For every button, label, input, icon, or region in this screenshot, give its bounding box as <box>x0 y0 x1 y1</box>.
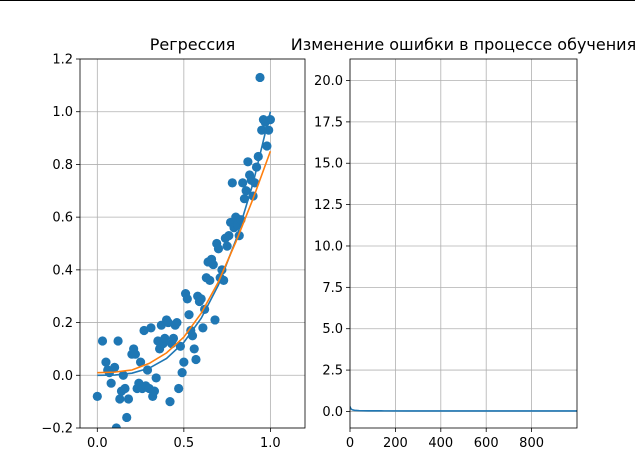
y-tick-label: 7.5 <box>322 281 343 296</box>
scatter-point <box>205 275 215 285</box>
y-tick-label: 0.2 <box>52 316 73 331</box>
scatter-point <box>177 368 187 378</box>
scatter-point <box>146 323 156 333</box>
x-tick-label: 200 <box>383 436 408 451</box>
y-tick-label: 0.4 <box>52 263 73 278</box>
y-tick-label: −0.2 <box>41 422 73 437</box>
x-tick-label: 400 <box>428 436 453 451</box>
scatter-point <box>238 178 248 188</box>
scatter-point <box>174 383 184 394</box>
x-tick-label: 0.5 <box>174 436 195 451</box>
scatter-point <box>106 378 116 388</box>
scatter-point <box>101 357 111 367</box>
loss-chart-title: Изменение ошибки в процессе обучения <box>291 35 635 54</box>
scatter-point <box>241 186 251 196</box>
plot-area <box>92 72 275 428</box>
scatter-point <box>151 373 161 383</box>
scatter-point <box>113 336 123 346</box>
y-tick-label: 2.5 <box>322 364 343 379</box>
y-tick-label: 0.0 <box>52 369 73 384</box>
scatter-point <box>92 391 102 401</box>
scatter-point <box>118 370 128 380</box>
scatter-point <box>115 394 125 404</box>
x-tick-label: 0 <box>346 436 354 451</box>
scatter-point <box>262 141 272 151</box>
fit-curve-line <box>97 150 272 374</box>
scatter-point <box>139 325 149 336</box>
scatter-point <box>179 357 189 367</box>
x-tick-label: 600 <box>474 436 499 451</box>
scatter-point <box>222 241 232 251</box>
regression-chart-title: Регрессия <box>150 35 236 54</box>
loss-grid <box>349 59 577 428</box>
y-tick-label: 20.0 <box>314 74 343 89</box>
scatter-point <box>135 357 146 367</box>
y-tick-label: 1.2 <box>52 53 73 68</box>
loss-series <box>350 406 577 412</box>
regression-chart: Регрессия 0.0 0.5 1.0 −0.2 0.0 0.2 0.4 0.6 0.8 1.… <box>41 35 306 452</box>
scatter-point <box>149 386 160 396</box>
scatter-point <box>97 336 108 346</box>
scatter-point <box>182 294 192 304</box>
figure-top-border <box>0 0 635 1</box>
y-tick-label: 0.0 <box>322 405 343 420</box>
scatter-point <box>213 244 224 254</box>
scatter-point <box>111 423 121 428</box>
scatter-point <box>168 333 179 343</box>
scatter-point <box>122 412 132 423</box>
regression-axes-frame <box>79 58 306 429</box>
scatter-point <box>198 323 208 333</box>
scatter-point <box>160 333 170 343</box>
y-tick-label: 1.0 <box>52 105 73 120</box>
y-tick-label: 17.5 <box>314 115 343 130</box>
scatter-point <box>189 344 199 354</box>
scatter-point <box>243 157 253 167</box>
scatter-point <box>120 383 130 394</box>
true-curve-line <box>97 111 272 377</box>
loss-line <box>350 406 577 412</box>
y-tick-label: 15.0 <box>314 157 343 172</box>
x-tick-label: 0.0 <box>87 436 108 451</box>
scatter-point <box>208 259 218 270</box>
scatter-point <box>196 294 206 304</box>
scatter-point <box>224 230 234 241</box>
scatter-point <box>110 362 120 372</box>
plot-area <box>350 406 577 412</box>
scatter-point <box>239 194 250 204</box>
scatter-point <box>210 315 220 325</box>
loss-axes-frame <box>349 58 578 429</box>
y-tick-label: 0.8 <box>52 158 73 173</box>
scatter-point <box>163 317 173 328</box>
scatter-point <box>172 317 182 328</box>
scatter-point <box>130 349 140 359</box>
y-tick-label: 0.6 <box>52 211 73 226</box>
regression-series <box>92 72 275 428</box>
scatter-point <box>184 310 194 320</box>
scatter-point <box>191 354 201 365</box>
scatter-point <box>123 394 134 404</box>
loss-ticks: 0 200 400 600 800 0.0 2.5 5.0 7.5 10.0 12.5 15.0 17.… <box>314 74 544 451</box>
x-tick-label: 1.0 <box>260 436 281 451</box>
regression-ticks: 0.0 0.5 1.0 −0.2 0.0 0.2 0.4 0.6 0.8 1.0 1.2 <box>41 53 280 452</box>
scatter-point <box>257 125 267 135</box>
loss-chart: Изменение ошибки в процессе обучения 0 20… <box>291 35 635 451</box>
x-tick-label: 800 <box>519 436 544 451</box>
scatter-point <box>255 72 265 83</box>
y-tick-label: 10.0 <box>314 239 343 254</box>
scatter-point <box>165 397 175 407</box>
y-tick-label: 12.5 <box>314 198 343 213</box>
y-tick-label: 5.0 <box>322 322 343 337</box>
scatter-point <box>227 178 237 188</box>
